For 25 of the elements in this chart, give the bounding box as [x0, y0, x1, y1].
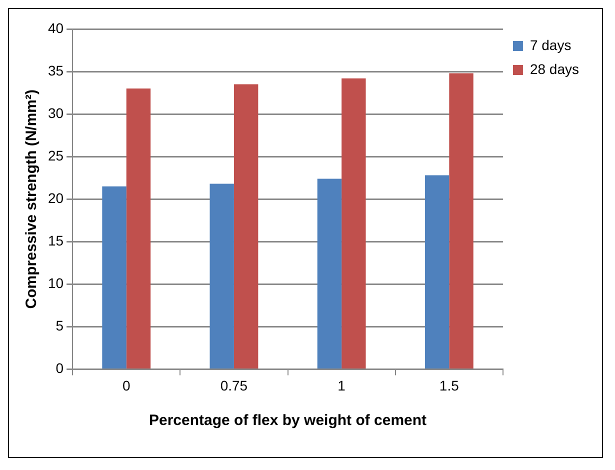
y-tick-label: 35	[48, 62, 64, 78]
bar	[234, 84, 258, 368]
x-tick-label: 0	[122, 377, 130, 394]
x-tick-label: 0.75	[220, 377, 248, 394]
bar	[449, 73, 474, 368]
y-tick-label: 40	[48, 20, 64, 36]
bar	[342, 78, 366, 368]
legend-label: 7 days	[530, 36, 572, 53]
y-axis-title: Compressive strength (N/mm²)	[23, 89, 40, 309]
x-tick-label: 1	[338, 377, 346, 394]
x-axis-title: Percentage of flex by weight of cement	[148, 412, 427, 430]
x-tick-label: 1.5	[439, 377, 460, 394]
bar	[102, 186, 126, 368]
y-tick-label: 15	[48, 232, 64, 248]
bar	[210, 184, 234, 368]
bar	[126, 88, 151, 368]
y-tick-label: 0	[56, 360, 64, 376]
y-tick-label: 5	[56, 318, 64, 334]
bar	[424, 175, 450, 368]
legend-label: 28 days	[530, 60, 580, 77]
y-tick-label: 10	[48, 275, 64, 292]
y-tick-label: 20	[48, 190, 64, 206]
y-tick-label: 25	[48, 147, 64, 164]
bar	[317, 178, 342, 368]
y-tick-label: 30	[48, 104, 64, 121]
